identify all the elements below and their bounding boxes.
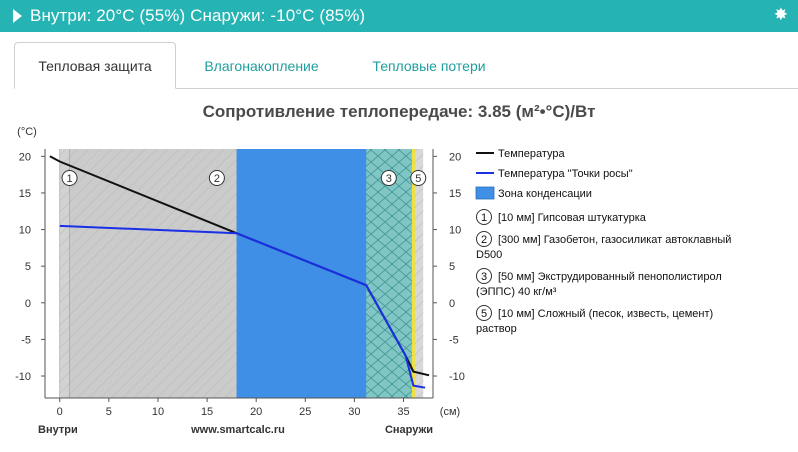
header-bar[interactable]: Внутри: 20°C (55%) Снаружи: -10°C (85%) … xyxy=(0,0,798,32)
layer-marker-label: 2 xyxy=(214,173,220,185)
x-tick-label: 15 xyxy=(201,406,213,418)
layer-marker-label: 3 xyxy=(386,173,392,185)
layer-marker-3 xyxy=(380,170,397,186)
legend-layer-marker-3 xyxy=(476,268,492,284)
legend-label: Зона конденсации xyxy=(498,188,592,200)
condensation-zone xyxy=(236,149,367,398)
y-tick-label-left: -5 xyxy=(21,334,31,346)
y-tick-label-left: 15 xyxy=(19,188,31,200)
header-title: Внутри: 20°C (55%) Снаружи: -10°C (85%) xyxy=(30,6,366,25)
site-label: www.smartcalc.ru xyxy=(190,424,285,436)
y-tick-label-right: 0 xyxy=(449,298,455,310)
x-tick-label: 20 xyxy=(250,406,262,418)
legend-layer-label: D500 xyxy=(476,249,502,261)
layer-separator-strip xyxy=(411,149,415,398)
x-tick-label: 10 xyxy=(152,406,164,418)
legend-layer-label: [10 мм] Сложный (песок, известь, цемент) xyxy=(498,308,713,320)
legend-layer-label: раствор xyxy=(476,323,517,335)
tab-thermal-protection[interactable]: Тепловая защита xyxy=(14,42,176,89)
layer-marker-label: 1 xyxy=(66,173,72,185)
y-axis-label: (°C) xyxy=(17,126,37,138)
legend-layer-marker-1 xyxy=(476,209,492,225)
inside-label: Внутри xyxy=(38,424,78,436)
x-axis-label: (см) xyxy=(440,406,460,418)
layer-marker-1 xyxy=(61,170,78,186)
x-tick-label: 5 xyxy=(106,406,112,418)
tab-baseline xyxy=(14,88,798,89)
y-tick-label-right: -10 xyxy=(449,371,465,383)
tab-label: Влагонакопление xyxy=(204,57,319,74)
x-tick-label: 25 xyxy=(299,406,311,418)
wall-layer-texture-5 xyxy=(413,149,424,398)
legend-label: Температура "Точки росы" xyxy=(498,168,633,180)
y-tick-label-left: 20 xyxy=(19,151,31,163)
y-tick-label-left: 10 xyxy=(19,225,31,237)
legend-layer-marker-5 xyxy=(476,305,492,321)
legend-layer-label: [300 мм] Газобетон, газосиликат автоклав… xyxy=(498,234,731,246)
wall-layer-texture-1 xyxy=(59,149,70,398)
tab-heat-loss[interactable]: Тепловые потери xyxy=(354,42,504,89)
dew-point-line xyxy=(59,224,426,389)
inside-air xyxy=(45,149,60,398)
legend-layer-marker-label: 2 xyxy=(481,234,487,246)
y-tick-label-left: 5 xyxy=(25,261,31,273)
legend-layer-label: (ЭППС) 40 кг/м³ xyxy=(476,286,557,298)
layer-marker-2 xyxy=(208,170,225,186)
x-tick-label: 30 xyxy=(348,406,360,418)
tab-label: Тепловая защита xyxy=(38,57,152,74)
y-tick-label-right: 20 xyxy=(449,151,461,163)
caret-right-icon[interactable] xyxy=(13,9,22,23)
y-tick-label-right: 5 xyxy=(449,261,455,273)
tab-bar: Тепловая защита Влагонакопление Тепловые… xyxy=(14,42,798,89)
legend-label: Температура xyxy=(498,148,566,160)
layer-marker-label: 5 xyxy=(415,173,421,185)
y-tick-label-right: 15 xyxy=(449,188,461,200)
chart-title: Сопротивление теплопередаче: 3.85 (м²•°С… xyxy=(202,102,596,121)
x-tick-label: 35 xyxy=(397,406,409,418)
tab-moisture[interactable]: Влагонакопление xyxy=(184,42,339,89)
y-tick-label-right: -5 xyxy=(449,334,459,346)
y-tick-label-left: 0 xyxy=(25,298,31,310)
layer-marker-5 xyxy=(410,170,427,186)
legend-layer-marker-label: 1 xyxy=(481,212,487,224)
y-tick-label-left: -10 xyxy=(15,371,31,383)
y-tick-label-right: 10 xyxy=(449,225,461,237)
gear-icon[interactable]: ✸ xyxy=(773,5,788,24)
legend-swatch-2 xyxy=(475,186,495,200)
tab-label: Тепловые потери xyxy=(372,57,486,74)
x-tick-label: 0 xyxy=(57,406,63,418)
legend-layer-label: [50 мм] Экструдированный пенополистирол xyxy=(498,271,722,283)
legend-layer-label: [10 мм] Гипсовая штукатурка xyxy=(498,212,647,224)
outside-label: Снаружи xyxy=(385,424,433,436)
legend-layer-marker-label: 3 xyxy=(481,271,487,283)
legend-layer-marker-label: 5 xyxy=(481,308,487,320)
legend-layer-marker-2 xyxy=(476,231,492,247)
